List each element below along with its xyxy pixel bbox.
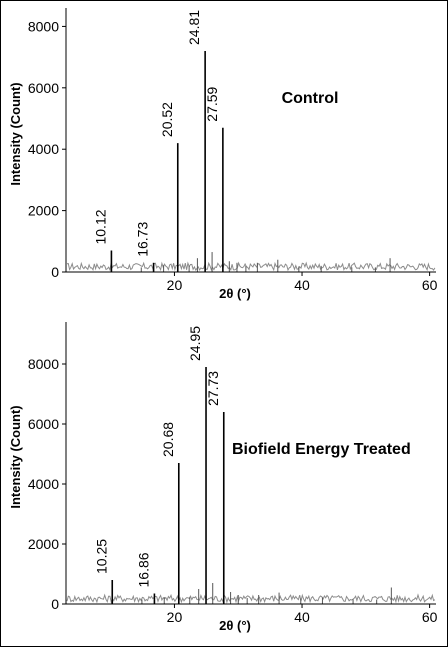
x-tick-label: 20 <box>167 609 183 625</box>
peak-label: 24.95 <box>187 326 203 361</box>
y-tick-label: 8000 <box>28 356 59 372</box>
peak-label: 16.86 <box>135 552 151 587</box>
y-axis-title: Intensity (Count) <box>8 405 23 508</box>
y-tick-label: 6000 <box>28 416 59 432</box>
peak-label: 27.73 <box>205 371 221 406</box>
y-tick-label: 0 <box>51 264 59 280</box>
y-tick-label: 2000 <box>28 536 59 552</box>
peak-label: 10.25 <box>93 539 109 574</box>
peak-label: 24.81 <box>186 10 202 45</box>
y-axis-title: Intensity (Count) <box>8 82 23 185</box>
y-tick-label: 2000 <box>28 203 59 219</box>
x-tick-label: 20 <box>167 277 183 293</box>
x-tick-label: 40 <box>294 609 310 625</box>
y-tick-label: 4000 <box>28 141 59 157</box>
y-tick-label: 4000 <box>28 476 59 492</box>
x-axis-title: 2θ (°) <box>219 618 251 633</box>
x-axis-title: 2θ (°) <box>219 286 251 301</box>
peak-label: 10.12 <box>92 209 108 244</box>
y-tick-label: 6000 <box>28 80 59 96</box>
y-tick-label: 0 <box>51 596 59 612</box>
panel-title: Biofield Energy Treated <box>232 441 411 458</box>
baseline-trace <box>66 261 436 272</box>
peak-label: 20.68 <box>160 422 176 457</box>
peak-label: 20.52 <box>159 102 175 137</box>
control-panel: 10.12 16.73 20.52 24.81 27.59 0 2000 4000 6000 80… <box>8 8 438 301</box>
y-tick-label: 8000 <box>28 18 59 34</box>
baseline-trace <box>66 593 436 604</box>
panel-title: Control <box>282 90 339 107</box>
peak-label: 27.59 <box>204 86 220 121</box>
peak-label: 16.73 <box>135 222 151 257</box>
x-tick-label: 60 <box>422 277 438 293</box>
x-tick-label: 40 <box>294 277 310 293</box>
x-tick-label: 60 <box>422 609 438 625</box>
